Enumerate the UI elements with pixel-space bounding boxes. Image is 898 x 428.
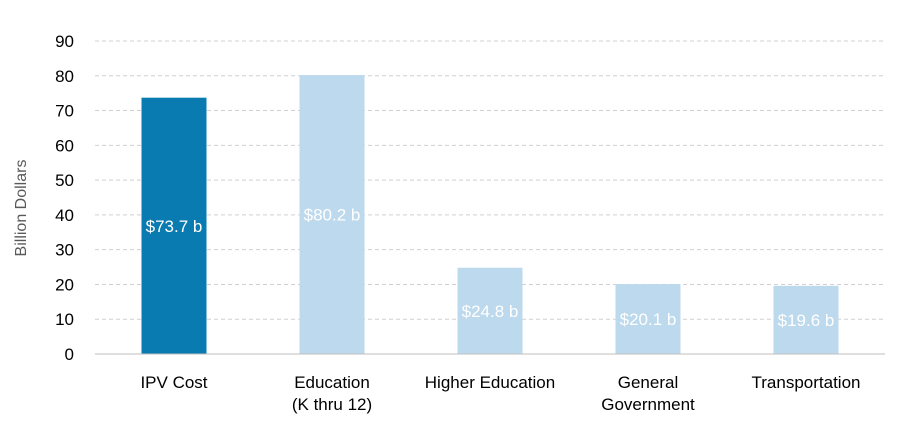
bar-data-label: $19.6 b [778,311,835,330]
y-tick-label: 10 [55,310,74,329]
y-tick-label: 70 [55,102,74,121]
bar [773,285,839,354]
y-tick-label: 50 [55,171,74,190]
data-labels: $73.7 b $80.2 b $24.8 b $20.1 b $19.6 b [146,206,835,330]
bar-data-label: $80.2 b [304,206,361,225]
bars [141,75,839,355]
x-category-label: IPV Cost [140,373,207,392]
bar-data-label: $24.8 b [462,302,519,321]
y-tick-label: 0 [65,345,74,364]
y-tick-label: 40 [55,206,74,225]
bar [141,97,207,354]
bar [615,284,681,354]
x-category-label: Education (K thru 12) [292,373,372,414]
x-axis-labels: IPV Cost Education (K thru 12) Higher Educa… [140,373,860,414]
x-category-label: Higher Education [425,373,555,392]
y-axis-title: Billion Dollars [13,160,30,257]
bar [299,75,365,355]
bar-data-label: $73.7 b [146,217,203,236]
y-tick-label: 20 [55,275,74,294]
bar [457,267,523,354]
bar-data-label: $20.1 b [620,310,677,329]
x-category-label: Transportation [752,373,861,392]
y-tick-label: 30 [55,241,74,260]
y-tick-label: 80 [55,67,74,86]
y-tick-label: 60 [55,136,74,155]
y-tick-label: 90 [55,32,74,51]
x-category-label: General Government [601,373,695,414]
y-axis-ticks: 0 10 20 30 40 50 60 70 80 90 [55,32,74,364]
